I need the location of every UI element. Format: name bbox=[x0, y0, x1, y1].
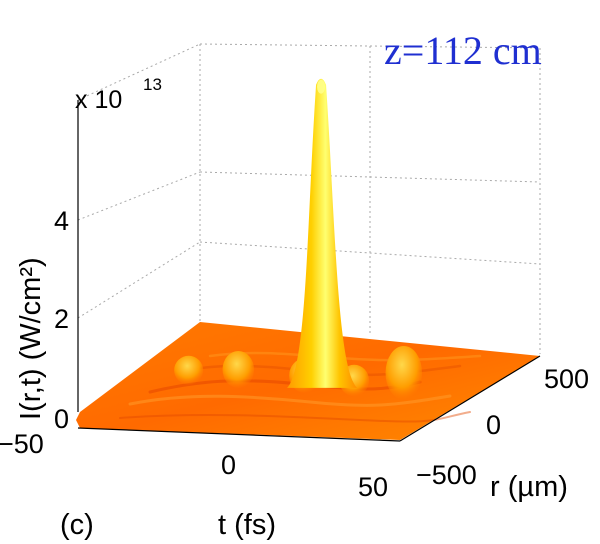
t-tick-0: 0 bbox=[221, 450, 236, 480]
t-tick-neg50: −50 bbox=[0, 429, 44, 459]
bump-mark-5 bbox=[174, 355, 204, 385]
z-tick-2: 2 bbox=[54, 304, 69, 334]
z-axis-label: I(r,t) (W/cm²) bbox=[15, 257, 47, 420]
svg-text:13: 13 bbox=[143, 75, 162, 94]
z-tick-4: 4 bbox=[54, 206, 69, 236]
axes bbox=[77, 100, 541, 442]
peak-mark bbox=[287, 78, 358, 388]
main-peak bbox=[287, 78, 358, 388]
z-ticks: 0 2 4 bbox=[54, 206, 69, 434]
bump-mark-1 bbox=[385, 346, 423, 400]
r-axis-label: r (µm) bbox=[490, 471, 568, 503]
panel-label: (c) bbox=[60, 509, 94, 541]
z-tick-0: 0 bbox=[54, 404, 69, 434]
svg-text:x 10: x 10 bbox=[75, 86, 122, 114]
r-tick-500: 500 bbox=[544, 364, 589, 394]
t-axis-label: t (fs) bbox=[218, 509, 276, 541]
distance-annotation: z=112 cm bbox=[384, 28, 542, 73]
r-tick-0: 0 bbox=[486, 410, 501, 440]
bump-mark-2 bbox=[222, 350, 255, 389]
r-ticks: 500 0 −500 bbox=[416, 364, 589, 490]
z-multiplier: x 10 13 bbox=[75, 75, 162, 114]
t-ticks: −50 0 50 bbox=[0, 429, 388, 502]
t-tick-50: 50 bbox=[358, 472, 388, 502]
r-tick-neg500: −500 bbox=[416, 460, 477, 490]
